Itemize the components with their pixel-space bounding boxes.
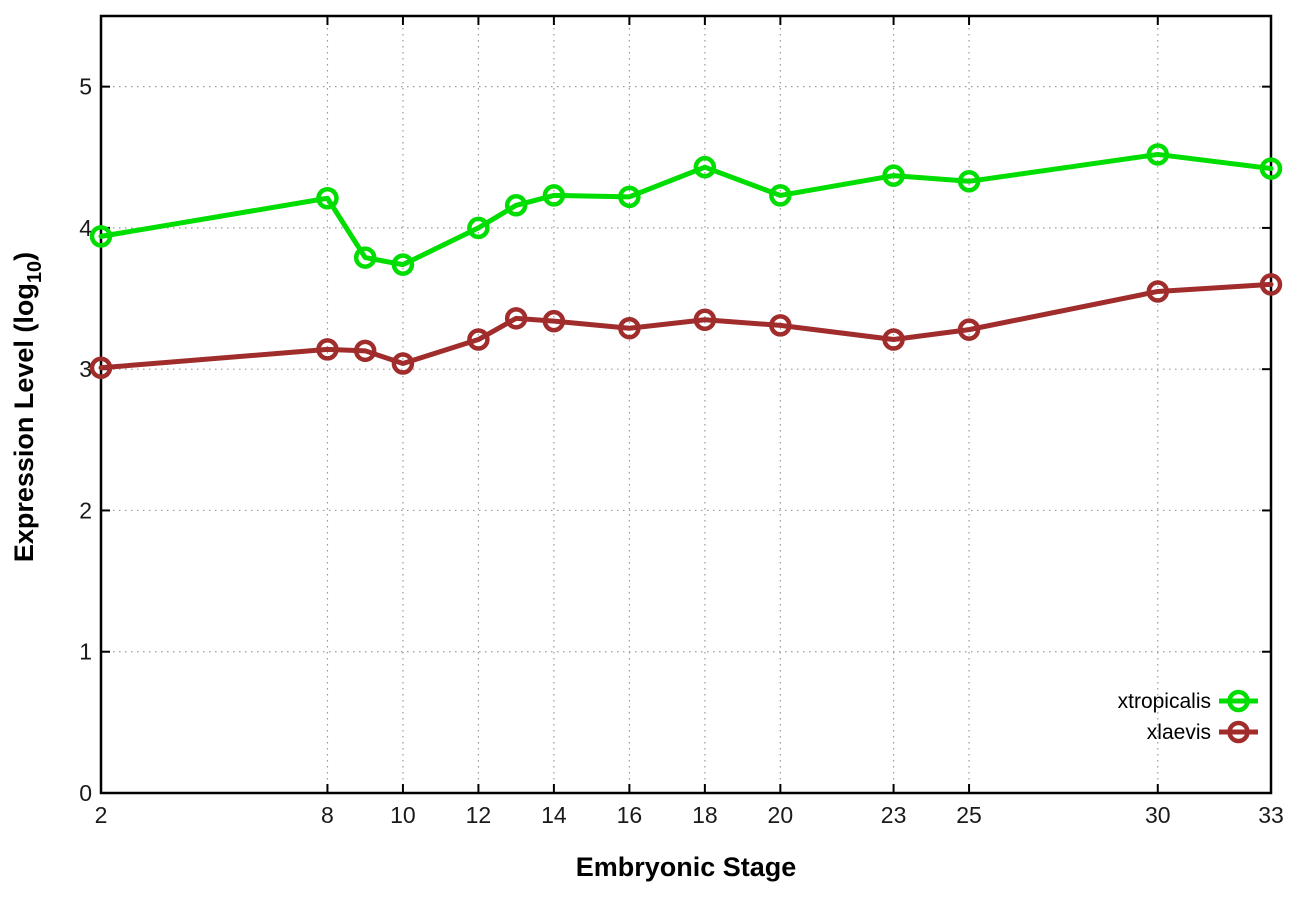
marker-xlaevis-stage-20 xyxy=(769,314,792,337)
marker-xtropicalis-stage-13 xyxy=(504,194,528,217)
marker-xtropicalis-stage-23 xyxy=(882,164,905,187)
marker-xlaevis-stage-13 xyxy=(504,307,528,330)
marker-xlaevis-stage-8 xyxy=(316,338,339,361)
series-line-xtropicalis xyxy=(98,151,1274,268)
y-axis-title: Expression Level (log10) xyxy=(9,252,46,562)
x-tick-label-25: 25 xyxy=(956,802,982,828)
marker-xtropicalis-stage-12 xyxy=(467,216,490,240)
x-tick-label-8: 8 xyxy=(321,802,334,828)
marker-xtropicalis-stage-2 xyxy=(89,225,113,248)
marker-xtropicalis-stage-20 xyxy=(769,184,792,207)
x-tick-label-20: 20 xyxy=(768,802,794,828)
legend-sample-marker-xlaevis xyxy=(1227,720,1250,744)
x-tick-label-33: 33 xyxy=(1258,802,1284,828)
x-tick-label-18: 18 xyxy=(692,802,718,828)
marker-xtropicalis-stage-8 xyxy=(316,186,339,210)
x-tick-label-10: 10 xyxy=(390,802,416,828)
x-tick-label-12: 12 xyxy=(466,802,492,828)
marker-xtropicalis-stage-16 xyxy=(618,185,641,209)
marker-xlaevis-stage-25 xyxy=(957,318,981,341)
x-tick-label-30: 30 xyxy=(1145,802,1171,828)
y-tick-label-4: 4 xyxy=(79,215,92,241)
marker-xlaevis-stage-30 xyxy=(1146,280,1170,303)
marker-xlaevis-stage-33 xyxy=(1259,273,1283,296)
legend-label-xlaevis: xlaevis xyxy=(1147,721,1211,744)
x-axis-title: Embryonic Stage xyxy=(576,852,797,882)
plot-border xyxy=(99,14,1273,795)
marker-xlaevis-stage-10 xyxy=(391,352,415,375)
x-tick-label-2: 2 xyxy=(95,802,108,828)
marker-xtropicalis-stage-14 xyxy=(542,184,566,207)
marker-xlaevis-stage-12 xyxy=(467,328,490,351)
marker-xlaevis-stage-9 xyxy=(353,339,377,363)
y-tick-label-2: 2 xyxy=(79,497,92,523)
x-tick-label-23: 23 xyxy=(881,802,907,828)
marker-xtropicalis-stage-10 xyxy=(391,253,415,276)
marker-xtropicalis-stage-18 xyxy=(693,155,717,179)
y-tick-label-0: 0 xyxy=(79,780,92,806)
marker-xlaevis-stage-23 xyxy=(882,328,905,351)
y-tick-label-5: 5 xyxy=(79,74,92,100)
marker-xtropicalis-stage-9 xyxy=(353,246,377,269)
marker-xlaevis-stage-2 xyxy=(89,356,113,380)
plot-text-layer: Embryonic Stage Expression Level (log10)… xyxy=(9,252,1211,882)
y-tick-label-3: 3 xyxy=(79,356,92,382)
series-line-xlaevis xyxy=(98,281,1274,371)
marker-xtropicalis-stage-30 xyxy=(1146,143,1170,166)
legend-sample-marker-xtropicalis xyxy=(1227,689,1250,713)
legend-label-xtropicalis: xtropicalis xyxy=(1118,690,1211,713)
x-tick-label-14: 14 xyxy=(541,802,567,828)
marker-xtropicalis-stage-33 xyxy=(1259,157,1283,180)
y-tick-label-1: 1 xyxy=(79,639,92,665)
x-tick-label-16: 16 xyxy=(617,802,643,828)
marker-xlaevis-stage-18 xyxy=(693,308,717,331)
marker-xlaevis-stage-14 xyxy=(542,309,566,333)
marker-xtropicalis-stage-25 xyxy=(957,170,981,193)
marker-xlaevis-stage-16 xyxy=(618,316,641,340)
